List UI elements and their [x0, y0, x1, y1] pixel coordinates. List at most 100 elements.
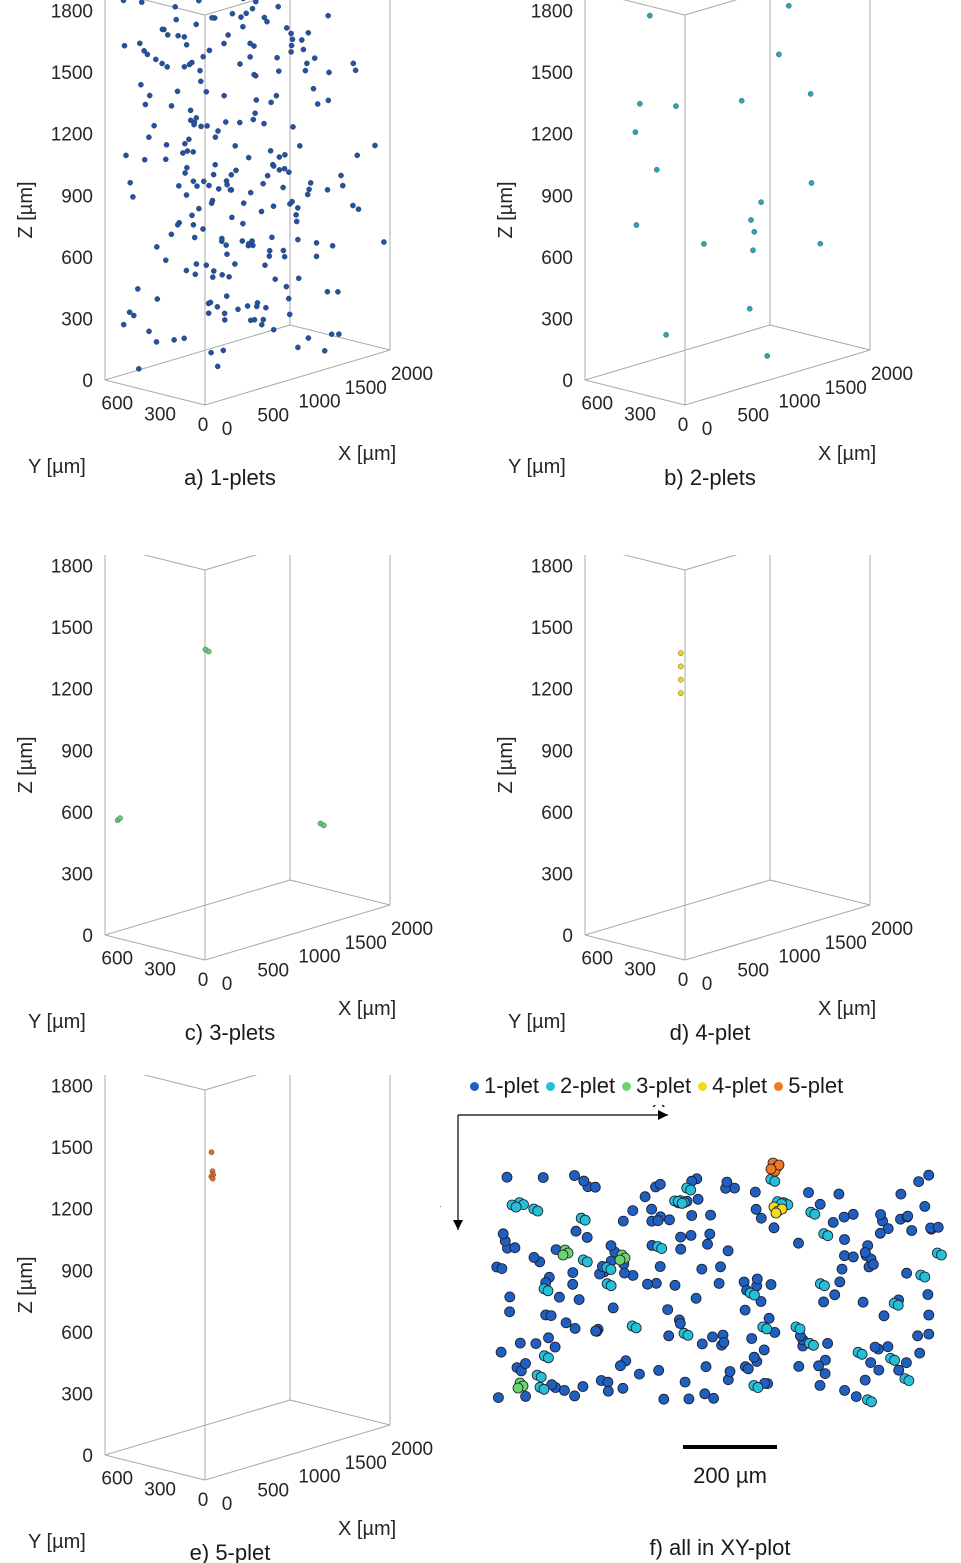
data-point: [153, 339, 160, 345]
z-tick-label: 1800: [531, 557, 573, 578]
data-point: [748, 217, 754, 223]
data-point: [138, 81, 144, 88]
y-tick-label: 600: [101, 1469, 133, 1490]
box-edge: [104, 379, 206, 406]
z-tick-label: 0: [82, 371, 93, 392]
xy-point: [900, 1357, 912, 1369]
data-point: [677, 676, 684, 683]
panel-caption: b) 2-plets: [664, 465, 756, 490]
box-edge: [104, 1454, 206, 1481]
data-point: [288, 49, 294, 55]
data-point: [181, 34, 188, 40]
data-point: [285, 295, 292, 302]
xy-point: [690, 1292, 702, 1304]
xy-point: [686, 1210, 698, 1221]
data-point: [311, 55, 318, 61]
legend: 1-plet 2-plet 3-plet 4-plet 5-plet: [470, 1068, 960, 1104]
x-tick-label: 500: [737, 405, 769, 426]
data-point: [352, 67, 359, 74]
xy-point: [829, 1289, 841, 1301]
z-axis-label: Z [µm]: [495, 736, 517, 793]
bounding-box: [104, 555, 391, 961]
x-arrow-head: [658, 1110, 668, 1120]
data-point: [144, 51, 151, 58]
xy-point: [751, 1273, 763, 1285]
data-point: [243, 10, 249, 17]
data-point: [328, 331, 335, 338]
data-point: [305, 29, 312, 36]
data-point: [187, 117, 194, 124]
data-point: [153, 244, 160, 250]
data-point: [212, 134, 219, 140]
data-point: [274, 54, 280, 61]
box-edge: [622, 0, 686, 16]
data-point: [268, 99, 274, 106]
xy-point: [605, 1280, 617, 1292]
xy-point: [537, 1172, 549, 1183]
data-point: [817, 240, 824, 247]
z-tick-label: 600: [61, 1323, 93, 1344]
xy-point: [873, 1364, 885, 1376]
data-point: [197, 67, 203, 74]
xy-point: [803, 1187, 814, 1198]
xy-point: [658, 1393, 670, 1405]
xy-point: [607, 1302, 619, 1314]
xy-point: [685, 1229, 697, 1241]
box-edge: [104, 1399, 291, 1456]
data-point: [208, 349, 214, 356]
y-tick-label: 0: [198, 1490, 209, 1511]
xy-point: [839, 1384, 851, 1396]
xy-point: [874, 1227, 886, 1239]
data-point: [296, 143, 303, 149]
data-point: [180, 150, 186, 156]
xy-point: [902, 1210, 914, 1222]
data-point: [295, 236, 301, 243]
box-edge: [684, 349, 871, 406]
data-point: [219, 271, 225, 278]
data-point: [653, 166, 660, 173]
data-point: [229, 214, 235, 221]
x-tick-label: 1000: [298, 947, 340, 968]
z-tick-label: 1200: [531, 125, 573, 146]
data-point: [193, 21, 199, 28]
y-tick-label: 300: [144, 1479, 176, 1500]
x-tick-label: 2000: [391, 919, 433, 940]
z-tick-label: 600: [61, 248, 93, 269]
xy-point: [914, 1347, 926, 1359]
data-point: [232, 143, 238, 149]
data-point: [221, 317, 228, 323]
xy-point: [932, 1221, 944, 1233]
data-point: [313, 253, 320, 260]
data-point: [253, 303, 260, 310]
x-tick-label: 1500: [345, 1453, 387, 1474]
data-point: [269, 234, 275, 241]
data-point: [266, 247, 273, 254]
data-point: [159, 26, 166, 33]
data-point: [335, 288, 341, 295]
data-point: [208, 1149, 215, 1155]
data-point: [183, 267, 190, 274]
xy-point: [878, 1310, 890, 1322]
data-point: [221, 40, 227, 47]
data-point: [304, 60, 310, 67]
box-edge: [104, 324, 291, 381]
xy-point: [614, 1254, 626, 1266]
xy-point: [906, 1225, 918, 1236]
xy-point: [869, 1341, 881, 1353]
y-tick-label: 600: [101, 394, 133, 415]
data-point: [245, 240, 252, 247]
data-point: [321, 347, 328, 354]
z-tick-label: 1800: [51, 1077, 93, 1098]
x-tick-label: 1000: [778, 392, 820, 413]
data-point: [209, 1175, 216, 1182]
data-point: [182, 140, 188, 147]
xy-point: [834, 1276, 846, 1288]
data-point: [182, 170, 188, 176]
z-tick-label: 900: [61, 741, 93, 762]
xy-point: [749, 1186, 761, 1198]
xy-point: [755, 1296, 767, 1307]
data-point: [200, 53, 206, 60]
data-point: [281, 253, 288, 260]
data-point: [196, 205, 202, 212]
xy-point: [836, 1263, 848, 1275]
